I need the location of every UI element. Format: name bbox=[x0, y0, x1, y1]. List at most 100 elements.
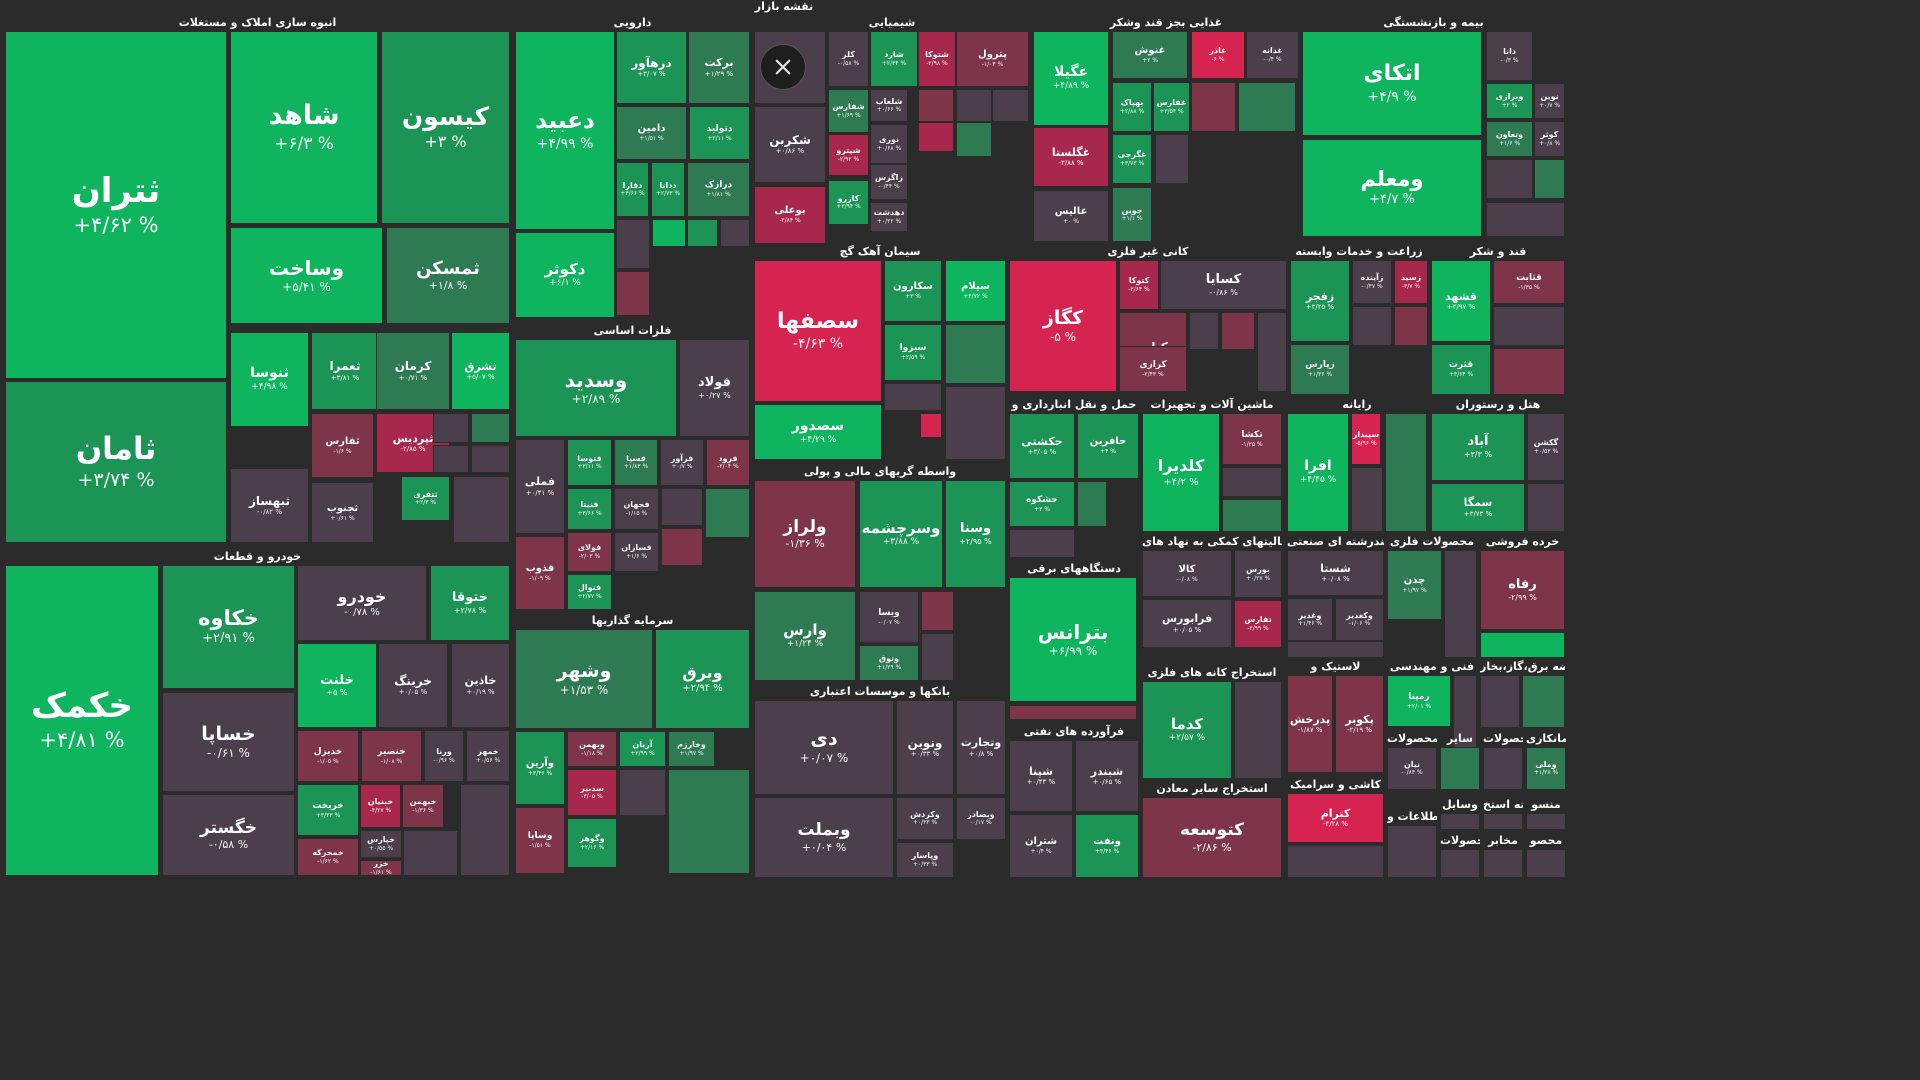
stock-tile[interactable]: بورس +۰/۲۷ % bbox=[1234, 550, 1282, 598]
stock-tile[interactable]: جوین +۱/۱ % bbox=[1112, 187, 1152, 242]
stock-tile[interactable]: وتجارت +۰/۸ % bbox=[956, 700, 1006, 795]
stock-tile[interactable]: غگرجی +۳/۷۳ % bbox=[1112, 134, 1152, 184]
stock-tile[interactable]: خاذین +۰/۱۹ % bbox=[451, 643, 510, 728]
stock-tile-small[interactable] bbox=[945, 324, 1006, 384]
stock-tile[interactable]: شتوکا -۲/۹۸ % bbox=[918, 31, 956, 87]
stock-tile[interactable]: ثفارس -۱/۶ % bbox=[311, 413, 374, 478]
stock-tile[interactable]: سدبیر -۳/۰۵ % bbox=[567, 769, 617, 816]
stock-tile[interactable]: خودرو -۰/۷۸ % bbox=[297, 565, 427, 641]
stock-tile[interactable]: وملی +۱/۲۸ % bbox=[1526, 747, 1566, 790]
stock-tile-small[interactable] bbox=[1486, 159, 1533, 199]
stock-tile-small[interactable] bbox=[471, 445, 510, 473]
stock-tile[interactable]: عالیس +۰ % bbox=[1033, 190, 1109, 242]
stock-tile-small[interactable] bbox=[1385, 413, 1427, 532]
stock-tile[interactable]: کازرو +۳/۹۴ % bbox=[828, 180, 869, 225]
stock-tile[interactable]: کیسون +۳ % bbox=[381, 31, 510, 224]
stock-tile[interactable]: ددانا +۲/۷۳ % bbox=[651, 162, 685, 217]
stock-tile-small[interactable] bbox=[1221, 312, 1255, 350]
stock-tile[interactable]: سمگا +۳/۷۳ % bbox=[1431, 483, 1525, 532]
stock-tile-small[interactable] bbox=[720, 219, 750, 247]
stock-tile[interactable]: بترانس +۶/۹۹ % bbox=[1009, 577, 1137, 702]
stock-tile-small[interactable] bbox=[1238, 82, 1296, 132]
stock-tile[interactable]: خمهر +۰/۵۶ % bbox=[466, 730, 510, 782]
stock-tile[interactable]: بوعلی -۲/۸۴ % bbox=[754, 186, 826, 244]
stock-tile[interactable]: کلدیرا +۴/۲ % bbox=[1142, 413, 1220, 532]
stock-tile-small[interactable] bbox=[1440, 849, 1480, 878]
stock-tile-small[interactable] bbox=[1394, 306, 1428, 346]
stock-tile[interactable]: ثتران +۴/۶۲ % bbox=[5, 31, 227, 379]
stock-tile-small[interactable] bbox=[460, 784, 510, 876]
stock-tile[interactable]: وسدید +۲/۸۹ % bbox=[515, 339, 677, 437]
stock-tile[interactable]: غگلستا -۳/۸۸ % bbox=[1033, 127, 1109, 187]
stock-tile[interactable]: فرآور +۰/۷ % bbox=[660, 439, 704, 486]
stock-tile[interactable]: سصدور +۴/۲۹ % bbox=[754, 404, 882, 460]
stock-tile[interactable]: تفارس -۲/۹۹ % bbox=[1234, 600, 1282, 648]
stock-tile[interactable]: پکوبر -۲/۱۹ % bbox=[1335, 675, 1384, 773]
stock-tile[interactable]: فسازان +۱/۶ % bbox=[614, 532, 659, 572]
stock-tile[interactable]: سبزوا +۲/۵۹ % bbox=[884, 324, 942, 381]
stock-tile[interactable]: فنیتا +۳/۶۶ % bbox=[567, 488, 612, 530]
stock-tile[interactable]: رفاه -۲/۹۹ % bbox=[1480, 550, 1565, 630]
stock-tile[interactable]: فذوب -۱/۰۹ % bbox=[515, 536, 565, 610]
stock-tile-small[interactable] bbox=[661, 528, 703, 566]
stock-tile[interactable]: وبملت +۰/۰۴ % bbox=[754, 797, 894, 878]
stock-tile[interactable]: ونوین +۰/۳۳ % bbox=[896, 700, 954, 795]
stock-tile[interactable]: خرینگ +۰/۰۵ % bbox=[378, 643, 448, 728]
stock-tile-small[interactable] bbox=[453, 476, 510, 543]
stock-tile[interactable]: برکت +۱/۲۹ % bbox=[688, 31, 750, 104]
stock-tile-small[interactable] bbox=[920, 413, 942, 438]
stock-tile[interactable]: شفارس +۱/۶۹ % bbox=[828, 89, 869, 133]
stock-tile[interactable]: وآرین +۳/۴۶ % bbox=[515, 731, 565, 805]
stock-tile[interactable]: کگاز -۵ % bbox=[1009, 260, 1117, 392]
stock-tile[interactable]: ویسا -۰/۰۷ % bbox=[859, 591, 919, 643]
stock-tile[interactable]: فولاد +۰/۲۷ % bbox=[679, 339, 750, 437]
stock-tile[interactable]: ثامان +۳/۷۴ % bbox=[5, 381, 227, 543]
stock-tile[interactable]: نوین +۰/۷ % bbox=[1534, 83, 1565, 119]
stock-tile[interactable]: شلعاب +۰/۶۶ % bbox=[870, 89, 908, 122]
stock-tile[interactable]: خدیزل -۱/۰۵ % bbox=[297, 730, 359, 782]
stock-tile[interactable]: چدن +۱/۹۷ % bbox=[1387, 550, 1442, 620]
stock-tile[interactable]: کتوسعه -۲/۸۶ % bbox=[1142, 797, 1282, 878]
stock-tile[interactable]: فتوسا +۳/۱۱ % bbox=[567, 439, 612, 486]
stock-tile-small[interactable] bbox=[945, 386, 1006, 460]
stock-tile[interactable]: وشهر +۱/۵۳ % bbox=[515, 629, 653, 729]
stock-tile[interactable]: کوثر +۰/۸ % bbox=[1534, 121, 1565, 157]
stock-tile[interactable]: خزر -۱/۶۱ % bbox=[360, 860, 402, 876]
stock-tile[interactable]: تکشا -۱/۲۵ % bbox=[1222, 413, 1282, 465]
stock-tile-small[interactable] bbox=[1483, 747, 1523, 790]
stock-tile-small[interactable] bbox=[1189, 312, 1219, 350]
stock-tile-small[interactable] bbox=[1234, 681, 1282, 779]
stock-tile[interactable]: غگیلا +۴/۸۹ % bbox=[1033, 31, 1109, 126]
stock-tile[interactable]: آباد +۳/۳ % bbox=[1431, 413, 1525, 481]
stock-tile[interactable]: وبرق +۲/۹۴ % bbox=[655, 629, 750, 729]
stock-tile-small[interactable] bbox=[1534, 159, 1565, 199]
stock-tile-small[interactable] bbox=[1287, 641, 1384, 658]
stock-tile[interactable]: پترول -۱/۰۴ % bbox=[956, 31, 1029, 87]
stock-tile[interactable]: ثبهساز -۰/۸۲ % bbox=[230, 468, 309, 543]
stock-tile[interactable]: خپارس +۰/۵۵ % bbox=[360, 830, 402, 858]
stock-tile-small[interactable] bbox=[1440, 813, 1480, 830]
stock-tile-small[interactable] bbox=[1257, 312, 1287, 392]
stock-tile[interactable]: وساپا -۱/۵۱ % bbox=[515, 807, 565, 874]
stock-tile-small[interactable] bbox=[619, 769, 666, 816]
stock-tile[interactable]: زپارس +۱/۳۶ % bbox=[1290, 344, 1350, 395]
stock-tile[interactable]: زفجر +۳/۲۵ % bbox=[1290, 260, 1350, 342]
stock-tile[interactable]: ومعلم +۴/۷ % bbox=[1302, 139, 1482, 237]
stock-tile[interactable]: وارس +۱/۲۴ % bbox=[754, 591, 856, 681]
stock-tile[interactable]: زسید -۳/۷ % bbox=[1394, 260, 1428, 304]
stock-tile[interactable]: شبندر +۰/۶۵ % bbox=[1075, 740, 1139, 812]
stock-tile[interactable]: وتوق +۱/۲۹ % bbox=[859, 645, 919, 681]
stock-tile[interactable]: پدرخش -۱/۸۷ % bbox=[1287, 675, 1333, 773]
stock-tile[interactable]: حشکوه +۳ % bbox=[1009, 481, 1075, 527]
stock-tile[interactable]: خبنیان -۴/۲۷ % bbox=[360, 784, 401, 828]
stock-tile[interactable]: دهدشت +۰/۲۲ % bbox=[870, 202, 908, 232]
stock-tile[interactable]: ثشرق +۵/۰۷ % bbox=[451, 332, 510, 410]
stock-tile[interactable]: زاگرس -۰/۴۴ % bbox=[870, 164, 908, 200]
stock-tile-small[interactable] bbox=[1483, 813, 1523, 830]
stock-tile[interactable]: خمحرکه -۱/۶۲ % bbox=[297, 838, 359, 876]
stock-tile[interactable]: کدما +۲/۵۷ % bbox=[1142, 681, 1232, 779]
stock-tile[interactable]: وتعاون +۱/۶ % bbox=[1486, 121, 1533, 157]
stock-tile[interactable]: قشهد +۴/۹۷ % bbox=[1431, 260, 1491, 342]
stock-tile[interactable]: ثتفری +۲/۳ % bbox=[401, 476, 450, 521]
stock-tile-small[interactable] bbox=[918, 89, 954, 122]
